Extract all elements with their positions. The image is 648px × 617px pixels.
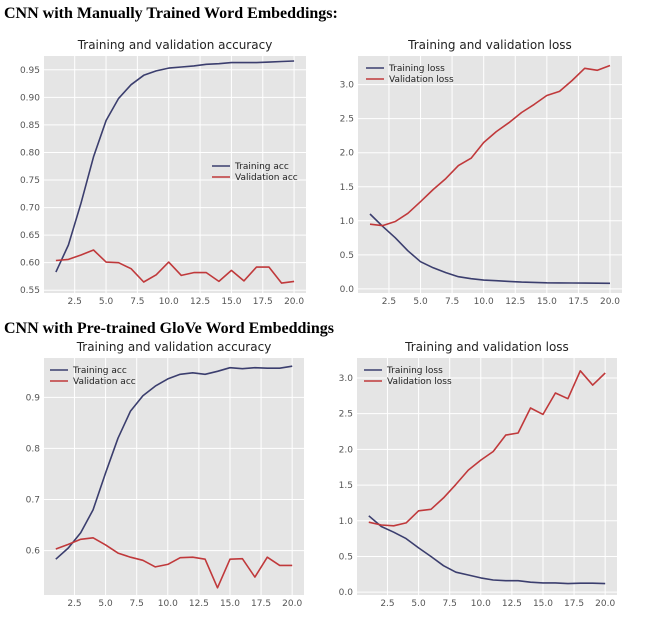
series-line-training — [368, 515, 606, 585]
y-tick-label: 0.75 — [20, 176, 40, 186]
legend-label: Training loss — [386, 366, 443, 376]
y-tick-label: 3.0 — [339, 374, 354, 384]
x-tick-label: 20.0 — [282, 599, 302, 609]
y-tick-label: 1.5 — [340, 183, 354, 193]
section-heading-manual: CNN with Manually Trained Word Embedding… — [4, 5, 338, 22]
y-tick-label: 0.80 — [20, 148, 40, 158]
y-tick-label: 0.55 — [20, 286, 40, 296]
plot-area — [358, 56, 622, 293]
y-tick-label: 0.85 — [20, 121, 40, 131]
chart-2: 2.5 5.0 7.5 10.0 12.5 15.0 17.5 20.0 0.0 0.5 1.0 1.… — [340, 38, 622, 307]
plot-area — [357, 358, 617, 595]
x-tick-label: 10.0 — [159, 297, 179, 307]
x-tick-label: 2.5 — [382, 297, 396, 307]
y-tick-label: 0.65 — [20, 231, 40, 241]
x-tick-label: 5.0 — [413, 297, 428, 307]
x-tick-label: 12.5 — [189, 599, 209, 609]
x-tick-label: 10.0 — [158, 599, 178, 609]
y-tick-label: 2.5 — [340, 115, 354, 125]
y-tick-label: 0.9 — [26, 393, 41, 403]
series-line-training — [55, 60, 295, 273]
x-tick-label: 12.5 — [505, 297, 525, 307]
x-tick-label: 20.0 — [595, 599, 615, 609]
x-tick-label: 2.5 — [67, 599, 81, 609]
series-line-training — [369, 213, 611, 285]
x-tick-label: 17.5 — [568, 297, 588, 307]
y-tick-label: 0.5 — [340, 251, 354, 261]
x-tick-label: 7.5 — [130, 599, 144, 609]
y-tick-label: 0.5 — [339, 552, 353, 562]
legend-label: Training acc — [234, 162, 289, 172]
y-tick-label: 1.0 — [339, 517, 354, 527]
x-tick-label: 15.0 — [221, 297, 241, 307]
y-tick-label: 0.6 — [26, 547, 41, 557]
x-tick-label: 12.5 — [502, 599, 522, 609]
x-tick-label: 15.0 — [533, 599, 553, 609]
y-tick-label: 0.7 — [26, 495, 40, 505]
y-tick-label: 0.60 — [20, 259, 40, 269]
x-tick-label: 15.0 — [537, 297, 557, 307]
x-tick-label: 17.5 — [564, 599, 584, 609]
chart-3: 2.5 5.0 7.5 10.0 12.5 15.0 17.5 20.0 0.6 0.7 0.8 0.… — [26, 340, 304, 609]
x-tick-label: 17.5 — [253, 297, 273, 307]
series-line-training — [55, 365, 293, 560]
y-tick-label: 0.8 — [26, 444, 41, 454]
x-tick-label: 10.0 — [474, 297, 494, 307]
x-tick-label: 5.0 — [98, 599, 113, 609]
y-tick-label: 0.90 — [20, 93, 40, 103]
legend-label: Training acc — [72, 366, 127, 376]
section-heading-glove: CNN with Pre-trained GloVe Word Embeddin… — [4, 320, 334, 337]
chart-title: Training and validation accuracy — [77, 38, 273, 52]
x-tick-label: 10.0 — [471, 599, 491, 609]
x-tick-label: 20.0 — [600, 297, 620, 307]
chart-title: Training and validation loss — [407, 38, 572, 52]
y-tick-label: 0.0 — [340, 285, 355, 295]
x-tick-label: 5.0 — [411, 599, 426, 609]
y-tick-label: 2.0 — [340, 149, 355, 159]
chart-4: 2.5 5.0 7.5 10.0 12.5 15.0 17.5 20.0 0.0 0.5 1.0 1.… — [339, 340, 617, 609]
series-line-validation — [369, 64, 611, 227]
x-tick-label: 7.5 — [443, 599, 457, 609]
chart-title: Training and validation accuracy — [76, 340, 272, 354]
legend-label: Training loss — [388, 64, 445, 74]
x-tick-label: 5.0 — [99, 297, 114, 307]
x-tick-label: 7.5 — [130, 297, 144, 307]
chart-title: Training and validation loss — [404, 340, 569, 354]
series-line-validation — [368, 369, 606, 527]
legend-label: Validation acc — [235, 173, 298, 183]
x-tick-label: 12.5 — [190, 297, 210, 307]
y-tick-label: 0.95 — [20, 66, 40, 76]
y-tick-label: 1.5 — [339, 481, 353, 491]
y-tick-label: 2.5 — [339, 410, 353, 420]
y-tick-label: 3.0 — [340, 81, 355, 91]
y-tick-label: 1.0 — [340, 217, 355, 227]
x-tick-label: 2.5 — [68, 297, 82, 307]
x-tick-label: 17.5 — [251, 599, 271, 609]
x-tick-label: 15.0 — [220, 599, 240, 609]
y-tick-label: 0.70 — [20, 204, 40, 214]
x-tick-label: 2.5 — [380, 599, 394, 609]
x-tick-label: 20.0 — [284, 297, 304, 307]
y-tick-label: 2.0 — [339, 445, 354, 455]
x-tick-label: 7.5 — [445, 297, 459, 307]
chart-1: 2.5 5.0 7.5 10.0 12.5 15.0 17.5 20.0 0.55 0.60 0.6… — [20, 38, 306, 307]
series-line-validation — [55, 536, 293, 589]
legend-label: Validation acc — [73, 377, 136, 387]
series-line-validation — [55, 249, 295, 284]
legend-label: Validation loss — [389, 75, 454, 85]
legend-label: Validation loss — [387, 377, 452, 387]
y-tick-label: 0.0 — [339, 588, 354, 598]
